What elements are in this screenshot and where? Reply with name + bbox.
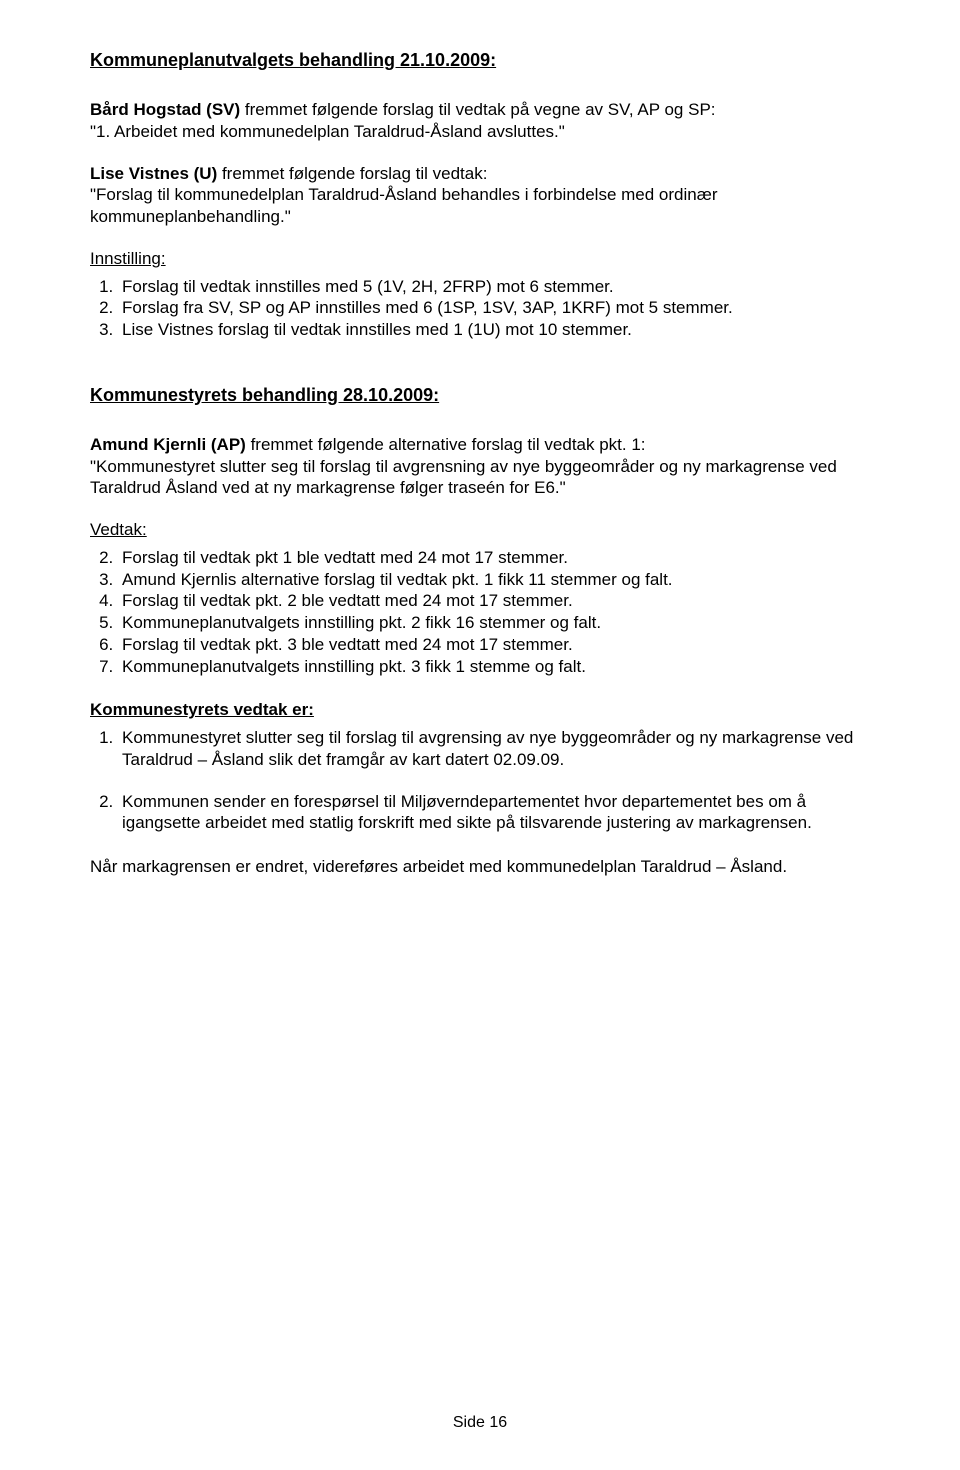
text: fremmet følgende forslag til vedtak på v…: [245, 100, 716, 119]
text: fremmet følgende alternative forslag til…: [251, 435, 646, 454]
list-vedtak: Forslag til vedtak pkt 1 ble vedtatt med…: [90, 547, 870, 678]
name-baard-hogstad: Bård Hogstad (SV): [90, 100, 245, 119]
quote-text: "Kommunestyret slutter seg til forslag t…: [90, 457, 837, 498]
list-item: Forslag til vedtak pkt. 3 ble vedtatt me…: [118, 634, 870, 656]
label-vedtak: Vedtak:: [90, 519, 870, 541]
list-item: Lise Vistnes forslag til vedtak innstill…: [118, 319, 870, 341]
page-footer: Side 16: [90, 1414, 870, 1432]
list-item: Amund Kjernlis alternative forslag til v…: [118, 569, 870, 591]
list-item: Forslag til vedtak pkt 1 ble vedtatt med…: [118, 547, 870, 569]
list-item: Forslag til vedtak innstilles med 5 (1V,…: [118, 276, 870, 298]
paragraph-lise-vistnes: Lise Vistnes (U) fremmet følgende forsla…: [90, 163, 870, 228]
paragraph-amund-kjernli: Amund Kjernli (AP) fremmet følgende alte…: [90, 434, 870, 499]
page: Kommuneplanutvalgets behandling 21.10.20…: [0, 0, 960, 1470]
closing-paragraph: Når markagrensen er endret, videreføres …: [90, 856, 870, 878]
list-item: Kommuneplanutvalgets innstilling pkt. 2 …: [118, 612, 870, 634]
list-item: Kommunen sender en forespørsel til Miljø…: [118, 791, 870, 835]
heading-kommuneplanutvalgets: Kommuneplanutvalgets behandling 21.10.20…: [90, 50, 870, 71]
list-item: Forslag til vedtak pkt. 2 ble vedtatt me…: [118, 590, 870, 612]
list-kommunestyrets-vedtak: Kommunestyret slutter seg til forslag ti…: [90, 727, 870, 834]
text: fremmet følgende forslag til vedtak:: [222, 164, 488, 183]
label-kommunestyrets-vedtak: Kommunestyrets vedtak er:: [90, 699, 870, 721]
list-item: Kommunestyret slutter seg til forslag ti…: [118, 727, 870, 771]
list-item: Forslag fra SV, SP og AP innstilles med …: [118, 297, 870, 319]
name-amund-kjernli: Amund Kjernli (AP): [90, 435, 251, 454]
list-item: Kommuneplanutvalgets innstilling pkt. 3 …: [118, 656, 870, 678]
list-innstilling: Forslag til vedtak innstilles med 5 (1V,…: [90, 276, 870, 341]
heading-kommunestyrets-behandling: Kommunestyrets behandling 28.10.2009:: [90, 385, 870, 406]
name-lise-vistnes: Lise Vistnes (U): [90, 164, 222, 183]
paragraph-baard-hogstad: Bård Hogstad (SV) fremmet følgende forsl…: [90, 99, 870, 143]
quote-line: "1. Arbeidet med kommunedelplan Taraldru…: [90, 122, 565, 141]
label-innstilling: Innstilling:: [90, 248, 870, 270]
quote-line: "Forslag til kommunedelplan Taraldrud-Ås…: [90, 185, 718, 226]
